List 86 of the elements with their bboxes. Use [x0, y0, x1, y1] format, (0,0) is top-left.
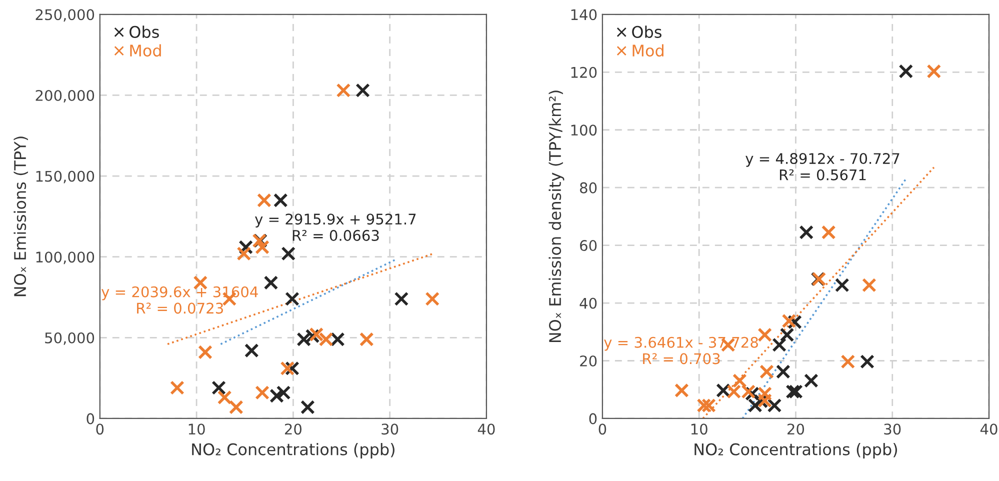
point — [926, 64, 942, 78]
point — [860, 354, 874, 369]
y-tick-label: 200,000 — [36, 90, 94, 102]
x-tick-label: 20 — [284, 424, 302, 435]
point — [264, 276, 278, 290]
point — [170, 380, 184, 395]
point — [776, 364, 790, 379]
point — [760, 364, 774, 379]
point — [336, 83, 351, 98]
y-tick-label: 120 — [571, 66, 597, 78]
point — [285, 292, 300, 306]
y-tick-label: 60 — [580, 240, 597, 252]
point — [359, 332, 374, 346]
point — [281, 246, 296, 261]
y-tick-label: 20 — [580, 355, 597, 366]
x-tick-label: 0 — [598, 424, 606, 435]
x-tick-label: 0 — [96, 424, 104, 435]
point — [212, 380, 226, 395]
point — [696, 398, 712, 413]
point — [758, 393, 772, 408]
x-axis-title: NO₂ Concentrations (ppb) — [694, 443, 897, 458]
y-tick-label: 80 — [580, 182, 597, 194]
legend-label: Obs — [632, 26, 662, 38]
point — [821, 225, 836, 240]
point — [256, 193, 272, 208]
point — [758, 328, 772, 342]
y-tick-label: 150,000 — [36, 170, 94, 184]
point — [228, 400, 244, 414]
point — [273, 193, 288, 208]
point — [772, 338, 786, 352]
y-tick-label: 0 — [589, 413, 597, 424]
point — [270, 388, 284, 404]
point — [330, 332, 345, 346]
y-tick-label: 50,000 — [45, 332, 94, 345]
y-axis-title: NOₓ Emission density (TPY/km²) — [548, 90, 564, 342]
y-tick-label: 250,000 — [36, 9, 94, 22]
x-tick-label: 20 — [788, 424, 804, 435]
point — [318, 332, 334, 346]
point — [198, 345, 212, 360]
legend-label: Mod — [130, 44, 161, 57]
point — [748, 398, 762, 413]
legend-label: Mod — [632, 44, 664, 57]
point — [862, 278, 876, 292]
y-tick-label: 40 — [580, 298, 597, 309]
point — [255, 240, 270, 254]
y-tick-label: 0 — [86, 413, 94, 424]
y-tick-label: 140 — [571, 9, 597, 20]
x-tick-label: 40 — [980, 424, 998, 435]
point — [799, 225, 814, 240]
point — [840, 354, 856, 369]
y-tick-label: 100,000 — [36, 252, 94, 264]
point — [786, 384, 800, 399]
point — [217, 390, 232, 405]
point — [394, 292, 409, 306]
point — [780, 328, 794, 342]
point — [300, 400, 315, 414]
point — [425, 292, 440, 306]
point — [788, 384, 803, 399]
x-tick-label: 30 — [382, 424, 398, 435]
point — [898, 64, 914, 78]
x-tick-label: 30 — [884, 424, 901, 435]
x-tick-label: 10 — [691, 424, 708, 435]
point — [716, 383, 730, 398]
point — [674, 383, 689, 398]
x-axis-title: NO₂ Concentrations (ppb) — [192, 443, 394, 458]
point — [758, 386, 772, 401]
point — [782, 314, 796, 328]
x-tick-label: 40 — [478, 424, 495, 435]
annotation: y = 2915.9x + 9521.7 R² = 0.0663 — [254, 214, 416, 241]
point — [804, 373, 818, 388]
point — [244, 343, 259, 358]
x-tick-label: 10 — [188, 424, 205, 435]
point — [834, 278, 850, 292]
point — [356, 83, 370, 98]
y-tick-label: 100 — [571, 124, 597, 136]
point — [193, 276, 208, 290]
annotation: y = 4.8912x - 70.727 R² = 0.5671 — [746, 153, 900, 180]
point — [732, 373, 747, 388]
point — [236, 246, 252, 261]
point — [276, 385, 291, 400]
point — [309, 327, 324, 342]
y-axis-title: NOₓ Emissions (TPY) — [14, 136, 28, 296]
point — [280, 361, 295, 376]
legend-label: Obs — [130, 26, 159, 38]
point — [255, 385, 270, 400]
point — [702, 398, 716, 413]
